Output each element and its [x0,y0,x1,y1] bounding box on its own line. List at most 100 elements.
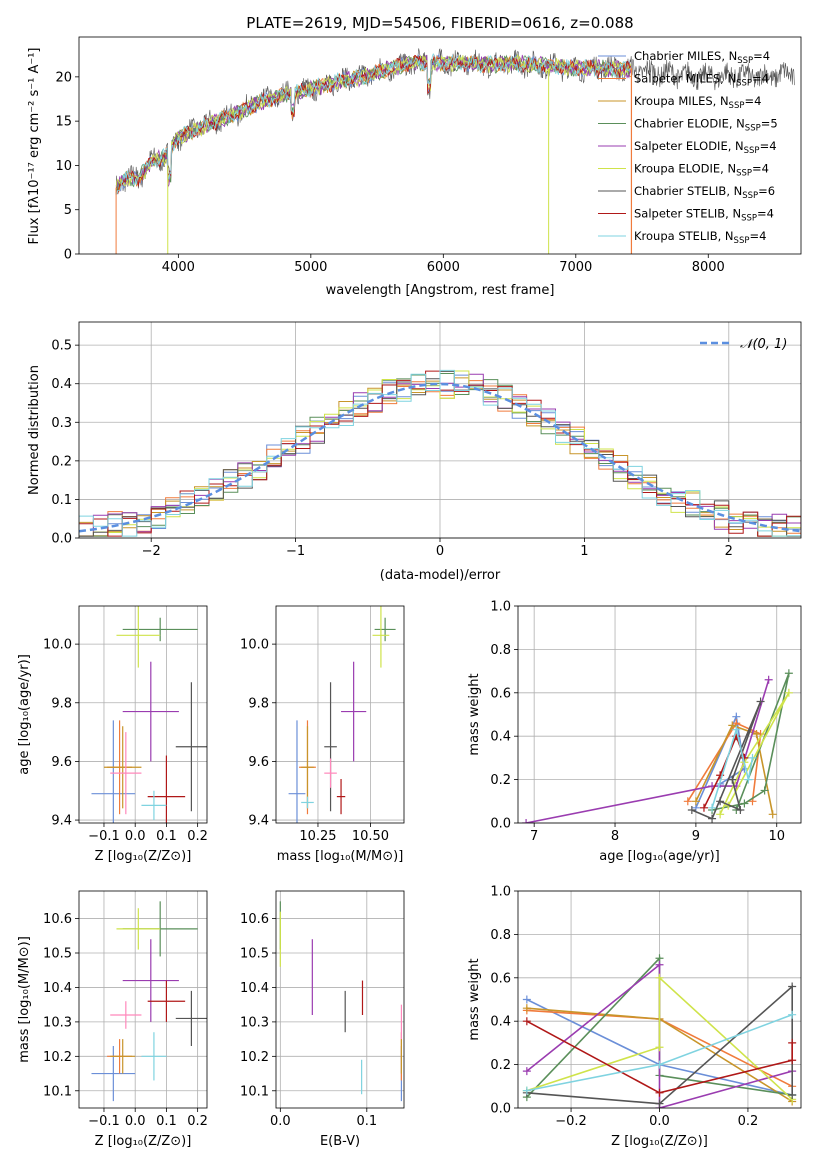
x-axis-label: (data-model)/error [380,568,501,583]
weight-marker [784,669,793,678]
weight-marker [788,1038,797,1047]
weight-marker [736,805,745,814]
legend-label: Chabrier STELIB, NSSP=6 [634,184,775,201]
weight-marker [522,819,531,823]
weight-marker [683,797,692,806]
x-tick-label: 6000 [427,260,460,275]
y-tick-label: 9.4 [51,814,72,829]
mass_vs_Z-points [91,901,207,1102]
weight_vs_Z-lines [522,954,797,1108]
mass_vs_ebv-points [279,901,403,1102]
mass_vs_Z-grid [79,891,207,1108]
y-tick-label: 5 [64,203,72,218]
normal-curve [79,382,801,533]
weight-marker [655,1060,664,1069]
x-tick-label: 7 [530,829,538,844]
weight-marker [748,753,757,762]
age_vs_Z-frame [78,605,208,824]
y-tick-label: 0.4 [490,730,511,745]
y-tick-label: 0.5 [51,339,72,354]
x-tick-label: 2 [725,544,733,559]
legend-label: 𝒩(0, 1) [740,337,787,352]
y-tick-label: 0 [64,248,72,263]
weight-marker [752,730,761,739]
legend-label: Salpeter STELIB, NSSP=4 [634,207,774,224]
weight-series-line [711,726,754,809]
x-tick-label: 0.1 [156,829,177,844]
legend-label: Salpeter ELODIE, NSSP=4 [634,139,777,156]
y-tick-label: 1.0 [490,600,511,615]
weight-marker [788,1090,797,1099]
y-tick-label: 9.6 [248,755,269,770]
weight-marker [760,786,769,795]
weight-marker [708,814,717,823]
spectrum-series-line [115,54,632,195]
y-tick-label: 10.1 [43,1084,72,1099]
weight-marker [732,725,741,734]
weight-marker [728,775,737,784]
chart-title: PLATE=2619, MJD=54506, FIBERID=0616, z=0… [246,14,633,32]
legend-label: Kroupa STELIB, NSSP=4 [634,229,766,246]
weight-marker [740,799,749,808]
y-tick-label: 0.6 [490,686,511,701]
x-tick-label: −0.1 [88,1114,120,1129]
weight-marker [716,797,725,806]
weight-marker [691,797,700,806]
x-axis-label: wavelength [Angstrom, rest frame] [326,283,555,298]
age_vs_Z-points [91,606,207,823]
x-tick-label: −0.2 [555,1114,587,1129]
residuals-grid [79,322,801,539]
y-axis-label: mass [log₁₀(M/M⊙)] [17,936,32,1063]
weight-marker [716,810,725,819]
y-tick-label: 0.8 [490,928,511,943]
weight-series-line [691,701,762,820]
weight-marker [744,775,753,784]
x-tick-label: 5000 [294,260,327,275]
x-tick-label: 10.50 [352,829,389,844]
weight-marker [708,803,717,812]
x-tick-label: 0.1 [356,1114,377,1129]
y-tick-label: 9.4 [248,814,269,829]
x-tick-label: 0.1 [156,1114,177,1129]
weight-marker [728,721,737,730]
x-tick-label: −0.1 [88,829,120,844]
weight-marker [522,1086,531,1095]
y-tick-label: 10.0 [43,638,72,653]
y-tick-label: 10.1 [240,1084,269,1099]
weight-marker [768,810,777,819]
weight-marker [764,675,773,684]
x-axis-label: Z [log₁₀(Z/Z⊙)] [95,849,192,864]
x-tick-label: 0.2 [187,1114,208,1129]
weight-marker [655,973,664,982]
x-tick-label: 4000 [162,260,195,275]
x-tick-label: 8000 [692,260,725,275]
x-axis-label: age [log₁₀(age/yr)] [599,849,720,864]
weight-marker [699,803,708,812]
x-tick-label: 0.0 [270,1114,291,1129]
x-tick-label: 0.0 [125,1114,146,1129]
weight-series-line [525,679,770,823]
y-tick-label: 9.6 [51,755,72,770]
weight-marker [655,960,664,969]
y-axis-label: Normed distribution [27,365,42,495]
weight-series-line [526,975,793,1100]
x-tick-label: 0 [436,544,444,559]
y-tick-label: 0.8 [490,643,511,658]
y-axis-label: age [log₁₀(age/yr)] [17,654,32,775]
y-tick-label: 10.6 [43,912,72,927]
y-tick-label: 0.3 [51,416,72,431]
weight-marker [655,1099,664,1108]
y-axis-label: mass weight [467,958,482,1040]
x-tick-label: 0.0 [125,829,146,844]
y-tick-label: 10.5 [240,947,269,962]
x-axis-label: E(B-V) [320,1134,360,1149]
histogram-series [79,370,801,537]
age_vs_mass-frame [275,605,405,824]
y-tick-label: 9.8 [248,696,269,711]
spectrum-frame [78,36,802,255]
weight_vs_age-lines [522,669,793,823]
x-tick-label: 7000 [559,260,592,275]
weight-series-line [687,722,762,802]
weight-marker [522,1004,531,1013]
